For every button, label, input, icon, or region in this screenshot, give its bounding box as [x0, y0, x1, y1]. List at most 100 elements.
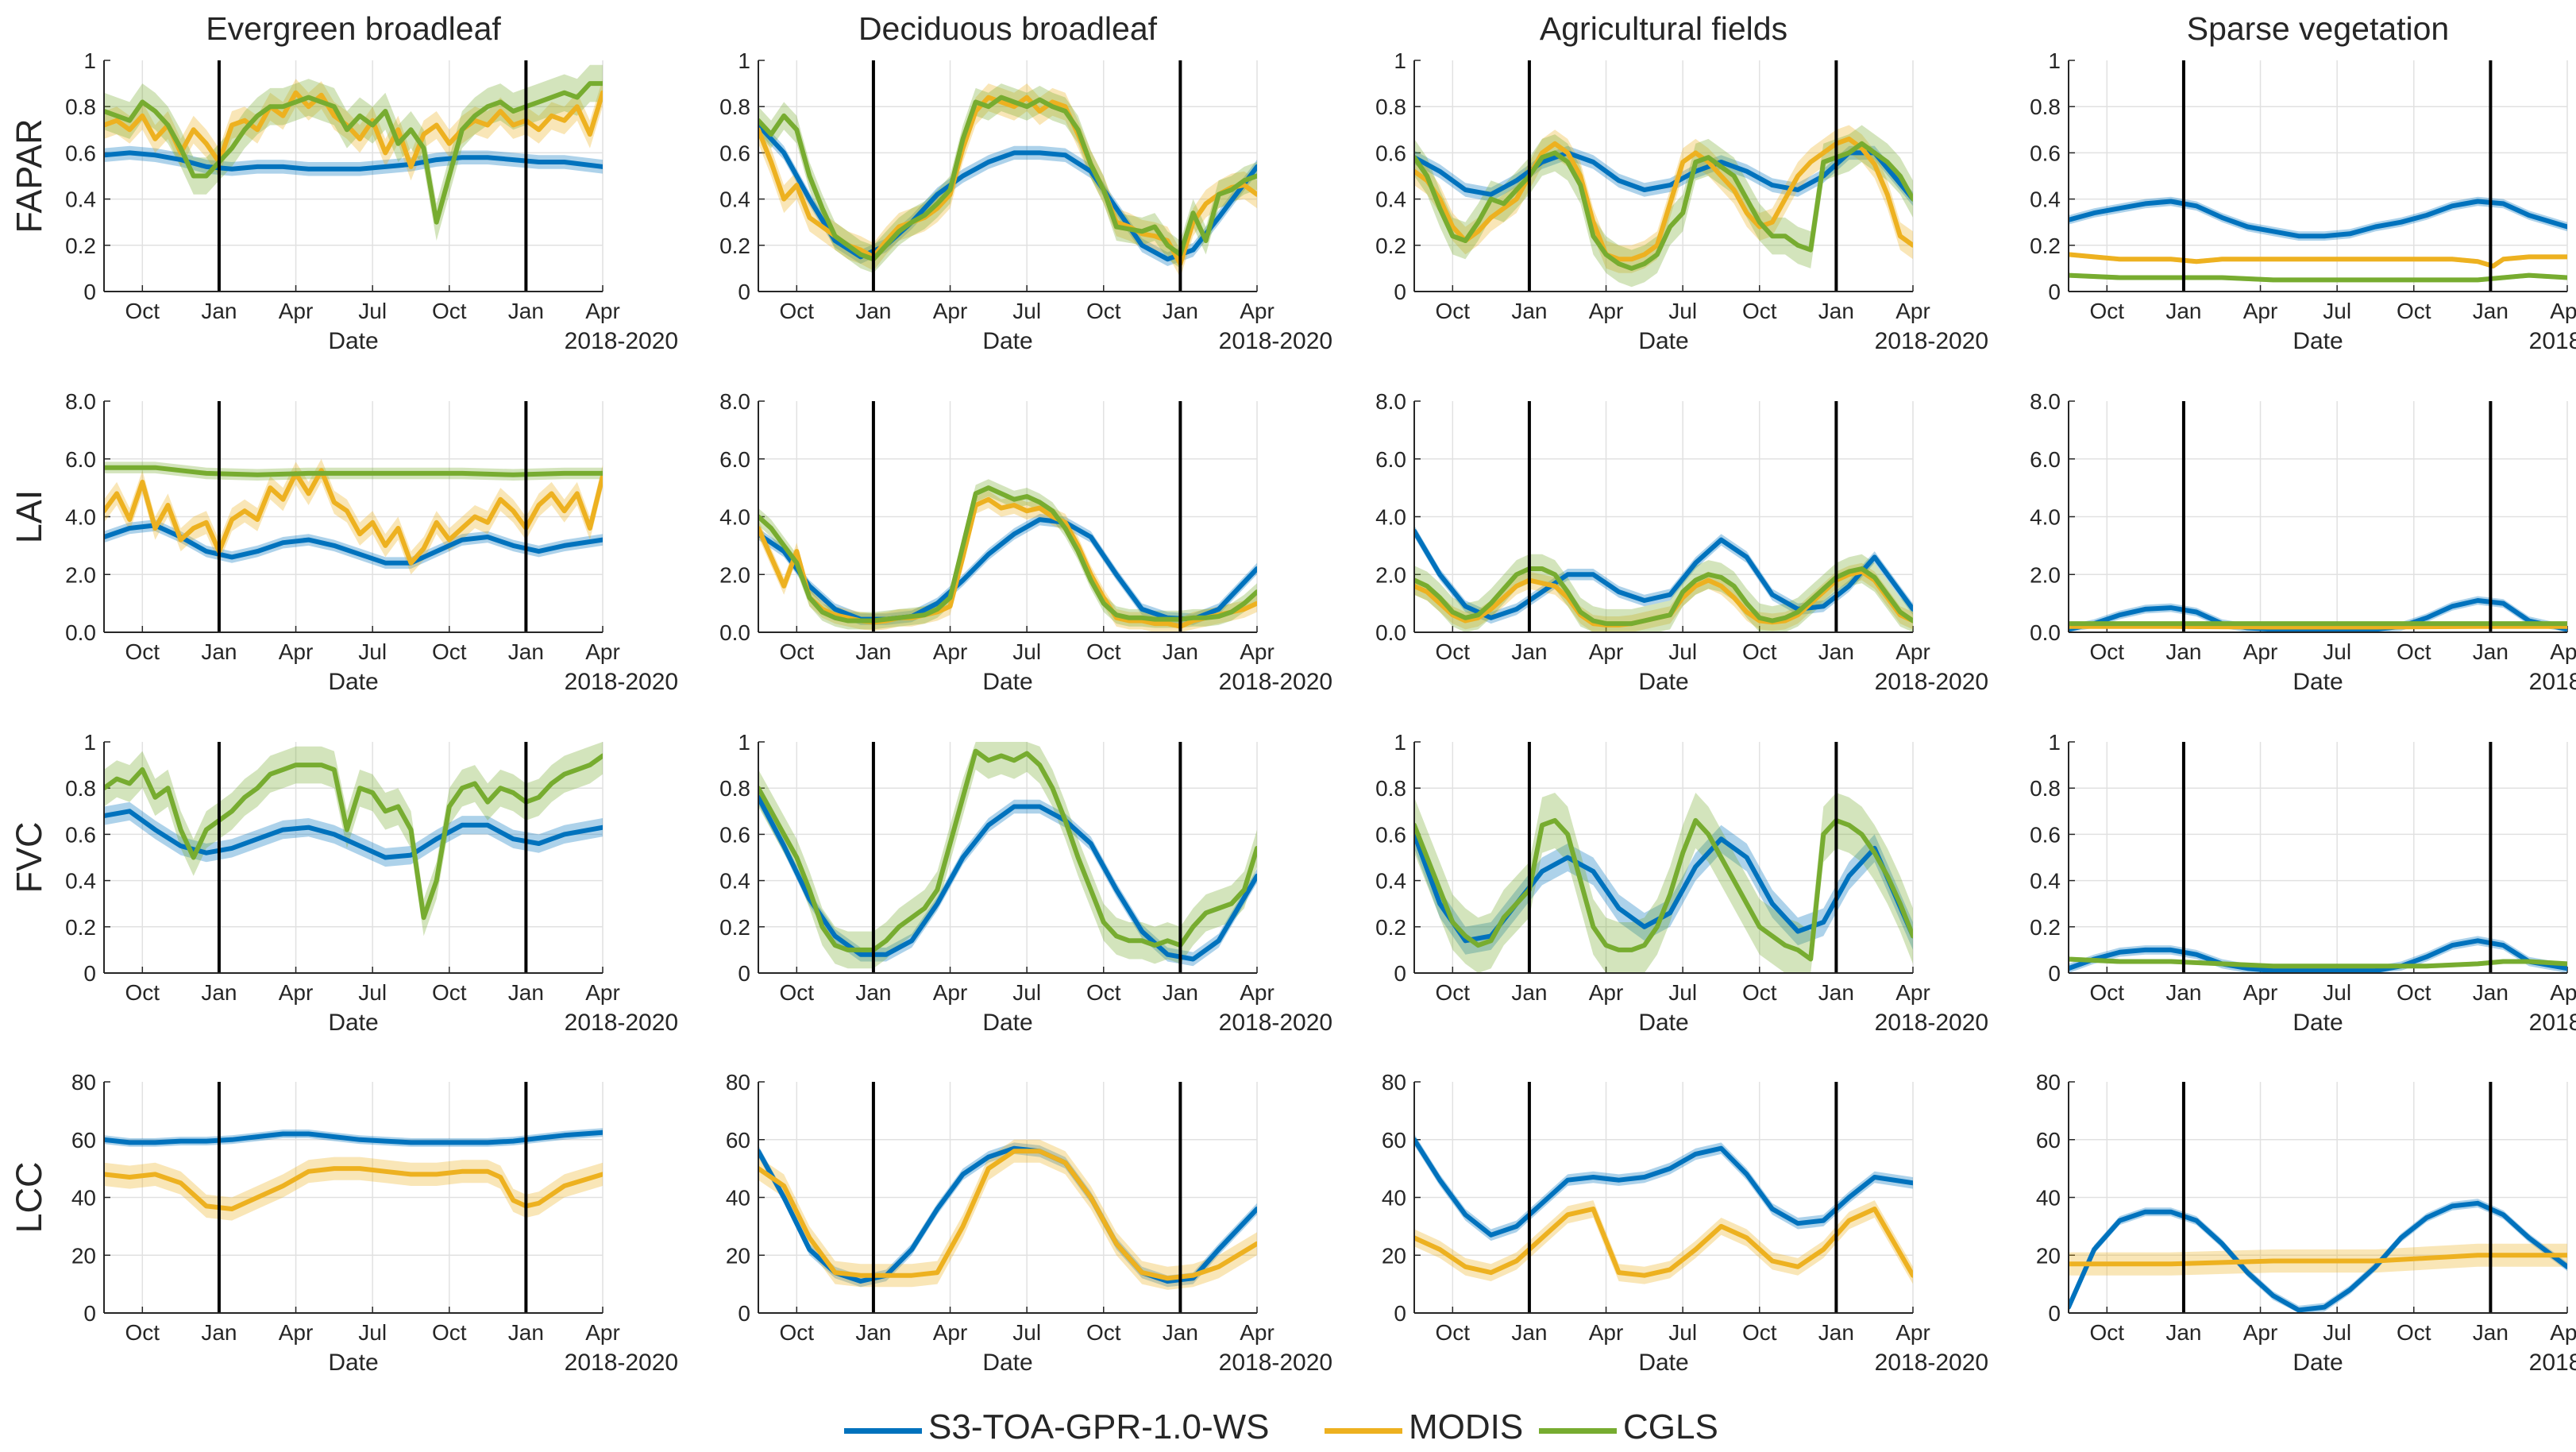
- line-cgls: [758, 95, 1257, 262]
- column-title-agricultural-fields: Agricultural fields: [1540, 10, 1787, 47]
- y-tick-label: 0: [2048, 1301, 2061, 1326]
- x-axis-label: Date: [328, 328, 378, 354]
- y-tick-label: 0.4: [65, 869, 96, 894]
- band-cgls: [758, 83, 1257, 273]
- y-tick-label: 80: [1382, 1070, 1406, 1095]
- x-tick-label: Jul: [1012, 639, 1041, 664]
- line-s3-toa-gpr-1-0-ws: [2069, 938, 2567, 973]
- x-tick-label: Oct: [1086, 639, 1121, 664]
- y-tick-label: 0.2: [1375, 234, 1406, 258]
- line-cgls: [758, 485, 1257, 624]
- row-label-fvc: FVC: [9, 822, 49, 894]
- x-tick-label: Oct: [2090, 1320, 2125, 1345]
- y-tick-label: 20: [2036, 1243, 2061, 1268]
- x-tick-label: Jan: [855, 299, 891, 323]
- y-tick-label: 8.0: [65, 389, 96, 414]
- y-tick-label: 0.6: [719, 141, 750, 165]
- y-tick-label: 0.8: [1375, 776, 1406, 801]
- line-cgls: [1414, 566, 1913, 627]
- x-tick-label: Oct: [125, 299, 160, 323]
- y-tick-label: 0.8: [65, 776, 96, 801]
- x-tick-label: Apr: [933, 639, 968, 664]
- series-group: [758, 1139, 1257, 1290]
- legend-label-s3: S3-TOA-GPR-1.0-WS: [928, 1408, 1270, 1446]
- series-group: [104, 742, 603, 936]
- line-modis: [1414, 136, 1913, 262]
- x-tick-label: Jan: [201, 980, 237, 1005]
- x-axis-period-label: 2018-2020: [2529, 1010, 2576, 1036]
- series-group: [2069, 196, 2567, 283]
- x-tick-label: Apr: [279, 1320, 314, 1345]
- x-axis-period-label: 2018-2020: [1875, 1350, 1988, 1376]
- x-axis-label: Date: [2293, 1010, 2343, 1036]
- line-s3-toa-gpr-1-0-ws: [104, 523, 603, 566]
- series-group: [1414, 125, 1913, 288]
- x-tick-label: Oct: [432, 1320, 467, 1345]
- x-tick-label: Jan: [1511, 980, 1547, 1005]
- x-tick-label: Jan: [2165, 299, 2201, 323]
- y-tick-label: 2.0: [65, 562, 96, 587]
- x-tick-label: Oct: [125, 980, 160, 1005]
- x-tick-label: Jan: [2473, 1320, 2509, 1345]
- x-tick-label: Apr: [1589, 980, 1624, 1005]
- line-s3-toa-gpr-1-0-ws: [2069, 199, 2567, 239]
- x-tick-label: Apr: [1895, 980, 1930, 1005]
- x-tick-label: Apr: [279, 980, 314, 1005]
- line-s3-toa-gpr-1-0-ws: [758, 794, 1257, 962]
- x-tick-label: Jul: [1012, 980, 1041, 1005]
- x-axis-period-label: 2018-2020: [1219, 1350, 1332, 1376]
- y-tick-label: 0: [738, 1301, 750, 1326]
- y-tick-label: 0.0: [1375, 620, 1406, 645]
- x-tick-label: Jul: [358, 299, 387, 323]
- x-axis-label: Date: [1638, 1010, 1688, 1036]
- x-tick-label: Jan: [1818, 1320, 1854, 1345]
- y-tick-label: 0.2: [719, 915, 750, 940]
- x-axis-period-label: 2018-2020: [1219, 669, 1332, 695]
- x-axis-label: Date: [982, 669, 1032, 695]
- panel-fapar-agricultural-fields: 0 0.2 0.4 0.6 0.8 1 Oct Jan Apr Jul Oct Jan Apr Date 2…: [1375, 48, 1988, 354]
- line-cgls: [1414, 817, 1913, 962]
- y-tick-label: 1: [83, 48, 96, 73]
- y-tick-label: 1: [1394, 48, 1406, 73]
- column-title-sparse-vegetation: Sparse vegetation: [2187, 10, 2450, 47]
- x-tick-label: Apr: [1589, 299, 1624, 323]
- x-tick-label: Apr: [585, 639, 620, 664]
- x-tick-label: Jan: [1818, 639, 1854, 664]
- x-tick-label: Jan: [2473, 980, 2509, 1005]
- plot-area: [2069, 60, 2567, 292]
- line-modis: [104, 1166, 603, 1211]
- x-tick-label: Oct: [780, 299, 815, 323]
- plot-area: [2069, 742, 2567, 973]
- x-tick-label: Jan: [201, 1320, 237, 1345]
- line-cgls: [2069, 956, 2567, 969]
- x-axis-label: Date: [328, 1010, 378, 1036]
- y-tick-label: 2.0: [1375, 562, 1406, 587]
- y-tick-label: 40: [71, 1186, 96, 1211]
- x-tick-label: Oct: [2397, 980, 2431, 1005]
- y-tick-label: 0.0: [2030, 620, 2061, 645]
- x-axis-label: Date: [1638, 669, 1688, 695]
- line-modis: [2069, 624, 2567, 630]
- x-tick-label: Jan: [855, 639, 891, 664]
- plot-area: [1414, 60, 1913, 292]
- y-tick-label: 1: [2048, 730, 2061, 755]
- panel-fapar-evergreen-broadleaf: 0 0.2 0.4 0.6 0.8 1 Oct Jan Apr Jul Oct Jan Apr Date 2…: [65, 48, 678, 354]
- y-tick-label: 0.2: [65, 234, 96, 258]
- y-tick-label: 0.2: [2030, 234, 2061, 258]
- x-tick-label: Apr: [1240, 980, 1275, 1005]
- x-tick-label: Jan: [1818, 980, 1854, 1005]
- band-modis: [104, 458, 603, 575]
- x-tick-label: Oct: [2090, 639, 2125, 664]
- line-modis: [104, 468, 603, 566]
- x-tick-label: Oct: [1086, 1320, 1121, 1345]
- y-tick-label: 40: [2036, 1186, 2061, 1211]
- plot-area: [104, 60, 603, 292]
- x-tick-label: Oct: [1742, 980, 1777, 1005]
- x-axis-label: Date: [982, 1010, 1032, 1036]
- y-tick-label: 0.0: [65, 620, 96, 645]
- line-cgls: [2069, 272, 2567, 283]
- x-tick-label: Oct: [1436, 299, 1471, 323]
- y-tick-label: 6.0: [719, 447, 750, 472]
- panel-lai-sparse-vegetation: 0.0 2.0 4.0 6.0 8.0 Oct Jan Apr Jul Oct Jan Apr Date…: [2030, 389, 2576, 695]
- x-tick-label: Apr: [1589, 639, 1624, 664]
